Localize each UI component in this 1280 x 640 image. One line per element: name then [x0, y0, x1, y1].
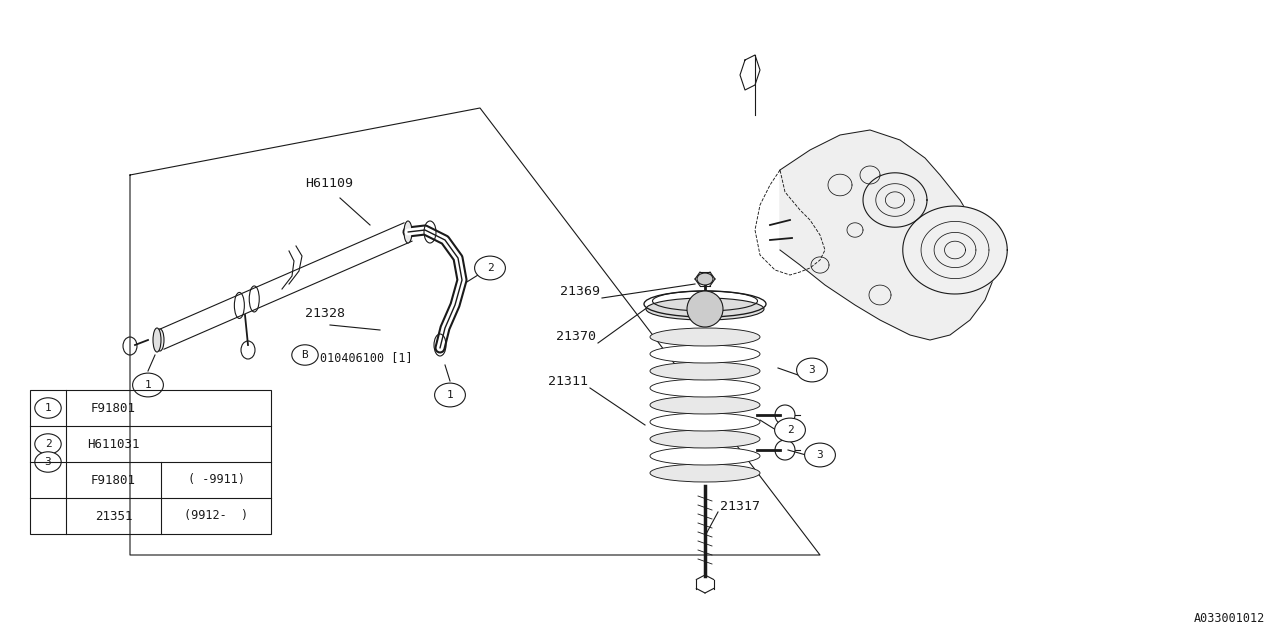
Ellipse shape	[35, 398, 61, 418]
Text: 3: 3	[809, 365, 815, 375]
Text: H61109: H61109	[305, 177, 353, 190]
Ellipse shape	[650, 328, 760, 346]
Ellipse shape	[650, 379, 760, 397]
Ellipse shape	[435, 383, 466, 407]
Ellipse shape	[796, 358, 827, 382]
Polygon shape	[780, 130, 995, 340]
Polygon shape	[863, 173, 927, 227]
Circle shape	[687, 291, 723, 327]
Bar	[29, 390, 271, 534]
Ellipse shape	[404, 221, 412, 243]
Text: (9912-  ): (9912- )	[184, 509, 248, 522]
Ellipse shape	[35, 434, 61, 454]
Ellipse shape	[156, 329, 164, 351]
Ellipse shape	[650, 345, 760, 363]
Text: F91801: F91801	[91, 401, 136, 415]
Ellipse shape	[646, 298, 764, 320]
Text: A033001012: A033001012	[1194, 612, 1265, 625]
Polygon shape	[902, 206, 1007, 294]
Ellipse shape	[35, 452, 61, 472]
Text: 3: 3	[817, 450, 823, 460]
Text: H611031: H611031	[87, 438, 140, 451]
Text: 21311: 21311	[548, 375, 588, 388]
Text: ( -9911): ( -9911)	[187, 474, 244, 486]
Text: 2: 2	[45, 439, 51, 449]
Ellipse shape	[650, 362, 760, 380]
Ellipse shape	[650, 413, 760, 431]
Text: 21317: 21317	[719, 500, 760, 513]
Text: 010406100 [1]: 010406100 [1]	[320, 351, 412, 365]
Text: 1: 1	[447, 390, 453, 400]
Ellipse shape	[650, 464, 760, 482]
Text: 21351: 21351	[95, 509, 132, 522]
Ellipse shape	[650, 447, 760, 465]
Text: 1: 1	[145, 380, 151, 390]
Text: 21328: 21328	[305, 307, 346, 320]
Ellipse shape	[133, 373, 164, 397]
Ellipse shape	[650, 396, 760, 414]
Text: 2: 2	[486, 263, 493, 273]
Text: 21369: 21369	[561, 285, 600, 298]
Text: 1: 1	[45, 403, 51, 413]
Ellipse shape	[805, 443, 836, 467]
Text: 3: 3	[45, 457, 51, 467]
Text: 21370: 21370	[556, 330, 596, 343]
Ellipse shape	[650, 430, 760, 448]
Text: B: B	[302, 350, 308, 360]
Ellipse shape	[292, 345, 319, 365]
Text: F91801: F91801	[91, 474, 136, 486]
Ellipse shape	[698, 273, 713, 285]
Ellipse shape	[774, 418, 805, 442]
Ellipse shape	[154, 328, 161, 352]
Text: 2: 2	[787, 425, 794, 435]
Ellipse shape	[475, 256, 506, 280]
